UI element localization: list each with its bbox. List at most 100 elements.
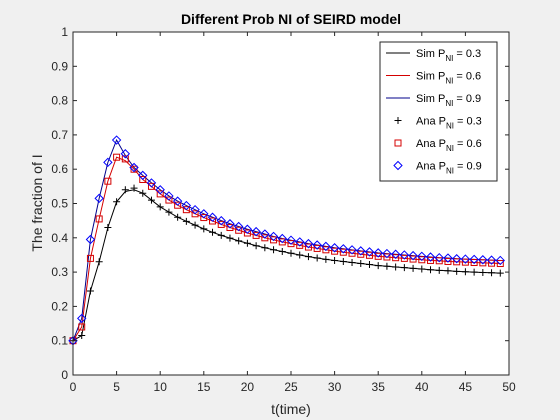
data-point xyxy=(164,191,174,201)
data-point xyxy=(313,254,321,262)
data-point xyxy=(313,244,321,252)
data-point xyxy=(365,261,373,269)
data-point xyxy=(156,190,164,198)
data-point xyxy=(427,256,435,264)
data-point xyxy=(113,198,121,206)
data-point xyxy=(435,266,443,274)
data-point xyxy=(225,219,235,229)
data-point xyxy=(146,178,157,188)
data-point xyxy=(296,251,304,259)
data-point xyxy=(296,241,304,249)
data-point xyxy=(383,262,391,270)
data-point xyxy=(418,265,426,273)
data-point xyxy=(139,175,147,183)
y-tick-label: 0.4 xyxy=(51,231,68,245)
legend-box xyxy=(379,41,498,182)
data-point xyxy=(348,258,356,266)
data-point xyxy=(286,235,296,245)
series-layer xyxy=(68,135,505,346)
x-tick-label: 10 xyxy=(154,380,168,394)
data-point xyxy=(383,253,391,261)
data-point xyxy=(233,221,244,232)
data-point xyxy=(165,208,173,216)
legend-label: Sim PNI = 0.9 xyxy=(416,93,481,108)
data-point xyxy=(156,203,164,211)
data-point xyxy=(181,200,192,211)
data-point xyxy=(174,213,182,221)
data-point xyxy=(400,254,408,262)
data-point xyxy=(260,229,270,239)
data-point xyxy=(270,246,278,254)
data-point xyxy=(486,255,497,265)
data-point xyxy=(357,250,365,258)
y-tick-label: 0.3 xyxy=(51,265,68,279)
data-point xyxy=(252,242,260,250)
data-point xyxy=(155,185,165,195)
data-point xyxy=(270,236,278,244)
data-point xyxy=(488,269,496,277)
data-point xyxy=(451,254,462,264)
data-point xyxy=(139,189,147,197)
data-point xyxy=(408,250,418,261)
data-point xyxy=(251,226,261,237)
chart-title: Different Prob NI of SEIRD model xyxy=(181,11,401,27)
data-point xyxy=(444,267,452,275)
data-point xyxy=(104,224,112,232)
axes-layer: 0 5 10 15 20 25 30 35 40 45 50 0 0.1 0.2 0.3 0.4 0.5 0.6 0… xyxy=(51,25,516,394)
legend-entry: Sim PNI = 0.9 xyxy=(386,93,481,108)
data-point xyxy=(461,258,469,266)
data-point xyxy=(199,209,209,219)
data-point xyxy=(409,264,417,272)
data-point xyxy=(85,234,96,245)
data-point xyxy=(190,204,200,215)
data-point xyxy=(434,252,444,263)
series-5 xyxy=(69,153,504,345)
data-point xyxy=(216,215,226,226)
data-point xyxy=(427,266,435,274)
data-point xyxy=(191,210,199,218)
data-point xyxy=(95,258,103,266)
data-point xyxy=(209,228,217,236)
data-point xyxy=(78,332,86,340)
data-point xyxy=(209,217,217,225)
data-point xyxy=(86,254,94,262)
data-point xyxy=(103,157,113,168)
x-tick-label: 25 xyxy=(284,380,298,394)
data-point xyxy=(165,196,173,204)
legend-entry: Sim PNI = 0.3 xyxy=(386,48,481,63)
legend-label: Sim PNI = 0.3 xyxy=(416,48,481,63)
data-point xyxy=(235,226,243,234)
data-point xyxy=(217,231,225,239)
data-point xyxy=(130,165,138,173)
data-point xyxy=(357,260,365,268)
data-point xyxy=(495,255,505,266)
data-point xyxy=(77,313,87,324)
x-tick-label: 20 xyxy=(241,380,255,394)
data-point xyxy=(453,258,461,266)
data-point xyxy=(425,252,436,262)
data-point xyxy=(409,255,417,263)
data-point xyxy=(111,135,122,145)
y-tick-label: 0.7 xyxy=(51,128,68,142)
data-point xyxy=(365,251,373,259)
data-point xyxy=(392,263,400,271)
data-point xyxy=(339,257,347,265)
data-point xyxy=(200,225,208,233)
data-point xyxy=(200,214,208,222)
data-point xyxy=(453,267,461,275)
data-point xyxy=(287,249,295,257)
data-point xyxy=(470,258,478,266)
data-point xyxy=(338,244,349,254)
data-point xyxy=(207,212,218,222)
x-tick-label: 15 xyxy=(197,380,211,394)
series-4 xyxy=(69,184,504,345)
data-point xyxy=(339,248,347,256)
data-point xyxy=(374,262,382,270)
data-point xyxy=(278,248,286,256)
data-point xyxy=(138,170,148,181)
series-line xyxy=(72,156,501,341)
legend-entry: Ana PNI = 0.3 xyxy=(394,116,482,131)
y-tick-label: 1 xyxy=(61,25,68,39)
